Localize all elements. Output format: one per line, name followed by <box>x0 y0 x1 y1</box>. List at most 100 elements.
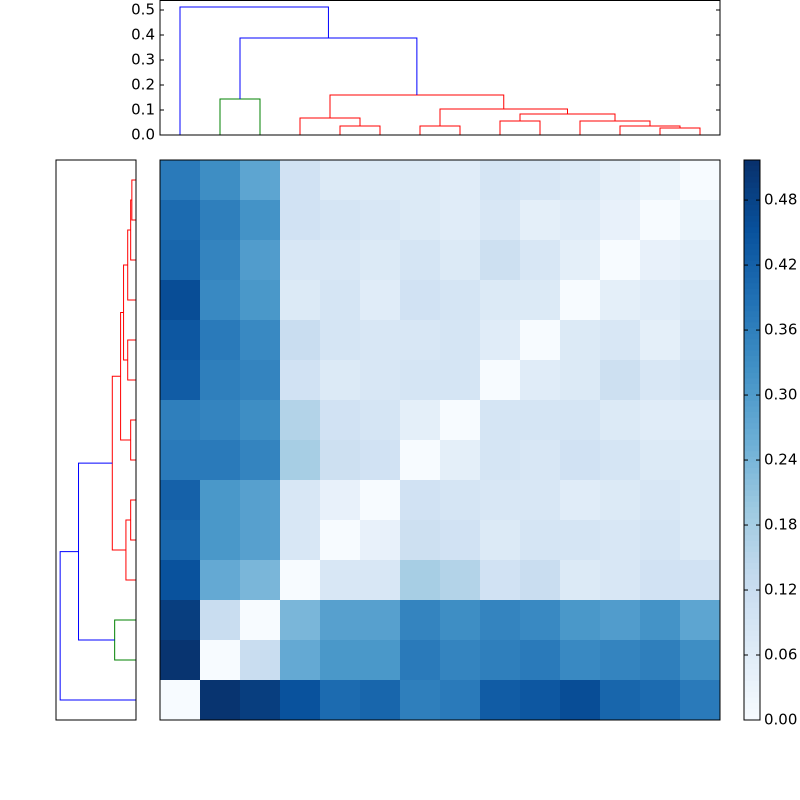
heatmap-cell <box>320 520 361 561</box>
colorbar-segment <box>744 423 760 430</box>
heatmap-cell <box>520 280 561 321</box>
heatmap-cell <box>400 680 441 721</box>
heatmap-cell <box>160 240 201 281</box>
heatmap-cell <box>680 440 721 481</box>
heatmap-cell <box>240 160 281 201</box>
dendrogram-link <box>339 125 381 135</box>
colorbar-segment <box>744 165 760 172</box>
colorbar-segment <box>744 608 760 615</box>
colorbar-segment <box>744 255 760 262</box>
colorbar-segment <box>744 356 760 363</box>
colorbar-segment <box>744 232 760 239</box>
colorbar-segment <box>744 563 760 570</box>
heatmap-cell <box>520 320 561 361</box>
dendrogram-link <box>439 108 568 126</box>
colorbar-segment <box>744 613 760 620</box>
heatmap-cell <box>360 640 401 681</box>
colorbar-segment <box>744 221 760 228</box>
colorbar-tick-label: 0.18 <box>764 516 797 534</box>
heatmap-cell <box>520 520 561 561</box>
heatmap-cell <box>320 600 361 641</box>
heatmap-cell <box>160 360 201 401</box>
colorbar-segment <box>744 378 760 385</box>
heatmap-cell <box>280 440 321 481</box>
colorbar-segment <box>744 412 760 419</box>
colorbar-segment <box>744 406 760 413</box>
heatmap-cell <box>640 480 681 521</box>
colorbar-segment <box>744 182 760 189</box>
heatmap-cell <box>680 560 721 601</box>
heatmap-cell <box>640 160 681 201</box>
heatmap-cell <box>560 320 601 361</box>
heatmap-cell <box>400 240 441 281</box>
dendrogram-link <box>130 199 136 261</box>
colorbar-segment <box>744 227 760 234</box>
colorbar-segment <box>744 484 760 491</box>
heatmap-cell <box>480 200 521 241</box>
heatmap-cell <box>560 640 601 681</box>
heatmap-cell <box>240 400 281 441</box>
heatmap-cell <box>520 400 561 441</box>
heatmap-cell <box>240 600 281 641</box>
heatmap-cell <box>240 520 281 561</box>
heatmap-frame <box>159 159 721 721</box>
heatmap-cell <box>560 480 601 521</box>
heatmap-cell <box>600 360 641 401</box>
heatmap-cell <box>560 280 601 321</box>
heatmap-cell <box>360 680 401 721</box>
heatmap-cell <box>680 160 721 201</box>
heatmap-cell <box>680 360 721 401</box>
heatmap-cell <box>240 440 281 481</box>
colorbar-segment <box>744 652 760 659</box>
heatmap-cell <box>600 560 641 601</box>
heatmap-cell <box>400 520 441 561</box>
colorbar-segment <box>744 417 760 424</box>
dendrogram-link <box>519 113 616 121</box>
dendrogram-link <box>78 462 115 641</box>
heatmap-cell <box>600 320 641 361</box>
colorbar-segment <box>744 624 760 631</box>
heatmap-cell <box>680 400 721 441</box>
heatmap-cell <box>600 160 641 201</box>
colorbar-segment <box>744 277 760 284</box>
heatmap-cell <box>280 320 321 361</box>
heatmap-cell <box>360 360 401 401</box>
heatmap-cell <box>200 480 241 521</box>
colorbar-segment <box>744 647 760 654</box>
heatmap-cell <box>440 480 481 521</box>
heatmap-cell <box>280 280 321 321</box>
colorbar-segment <box>744 496 760 503</box>
heatmap-cell <box>600 400 641 441</box>
heatmap-cell <box>440 160 481 201</box>
heatmap-cell <box>520 600 561 641</box>
heatmap-cell <box>360 440 401 481</box>
heatmap-cell <box>160 680 201 721</box>
heatmap-cell <box>560 600 601 641</box>
heatmap-cell <box>400 400 441 441</box>
heatmap-cell <box>600 640 641 681</box>
colorbar-segment <box>744 462 760 469</box>
heatmap-cell <box>520 360 561 401</box>
colorbar-segment <box>744 266 760 273</box>
colorbar-segment <box>744 344 760 351</box>
heatmap-cell <box>480 360 521 401</box>
dendrogram-link <box>499 120 541 135</box>
heatmap-cell <box>160 520 201 561</box>
heatmap-cell <box>560 560 601 601</box>
dendrogram-link <box>179 6 329 135</box>
dendrogram-link <box>579 120 651 135</box>
heatmap-cell <box>400 160 441 201</box>
heatmap-cell <box>160 280 201 321</box>
heatmap-cell <box>560 520 601 561</box>
heatmap-cell <box>320 440 361 481</box>
colorbar-segment <box>744 518 760 525</box>
heatmap-cell <box>440 200 481 241</box>
colorbar-segment <box>744 552 760 559</box>
heatmap-cell <box>480 240 521 281</box>
colorbar-segment <box>744 692 760 699</box>
colorbar-segment <box>744 440 760 447</box>
colorbar-segment <box>744 428 760 435</box>
heatmap-cell <box>400 320 441 361</box>
colorbar-segment <box>744 204 760 211</box>
dendrogram-link <box>329 94 505 118</box>
